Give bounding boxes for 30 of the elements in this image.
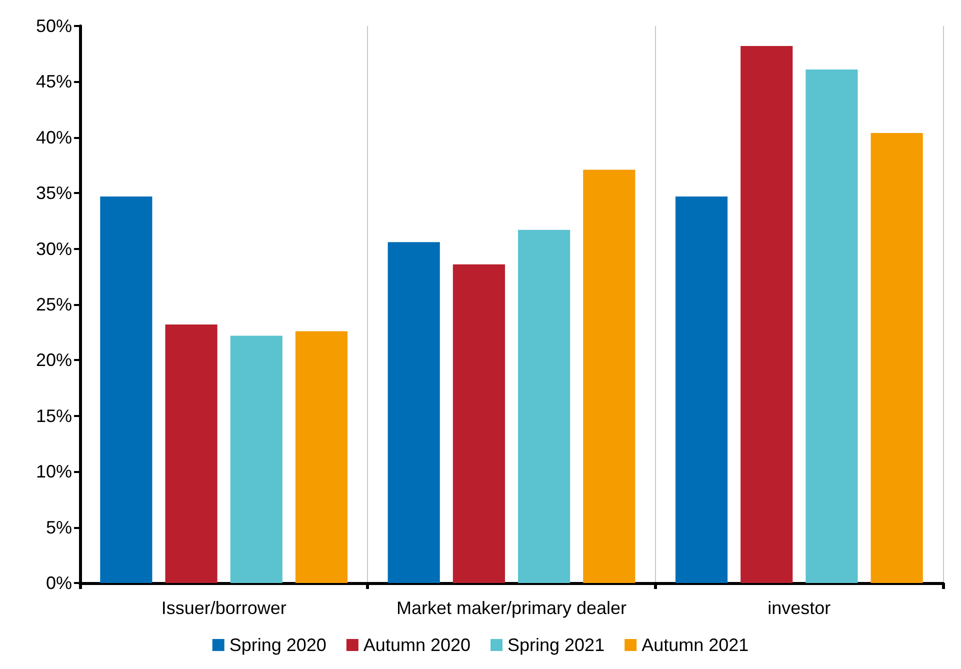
y-tick-label: 0% — [46, 573, 72, 593]
bar — [230, 336, 282, 583]
y-tick-label: 10% — [36, 462, 72, 482]
y-tick-label: 40% — [36, 127, 72, 148]
bar — [740, 46, 793, 583]
y-tick-label: 15% — [36, 406, 72, 426]
x-tick-label: Issuer/borrower — [161, 598, 286, 618]
bar — [583, 170, 636, 583]
y-tick-label: 50% — [36, 16, 72, 36]
bar — [452, 264, 505, 583]
x-tick-label: investor — [768, 598, 831, 618]
legend-label: Autumn 2020 — [363, 635, 470, 655]
legend-label: Spring 2020 — [229, 635, 326, 655]
bar — [870, 132, 923, 583]
bar — [675, 196, 728, 583]
y-tick-label: 20% — [36, 350, 72, 370]
bar — [388, 242, 440, 583]
legend-label: Spring 2021 — [508, 635, 605, 655]
bar — [165, 324, 218, 583]
bar — [295, 331, 348, 583]
x-tick-label: Market maker/primary dealer — [396, 598, 627, 618]
bar — [806, 69, 858, 583]
y-tick-label: 35% — [36, 183, 72, 204]
bar — [100, 196, 152, 583]
y-tick-label: 30% — [36, 238, 72, 259]
y-tick-label: 25% — [36, 294, 72, 314]
bar — [518, 230, 570, 583]
legend-label: Autumn 2021 — [642, 635, 749, 655]
y-tick-label: 5% — [46, 517, 72, 538]
y-tick-label: 45% — [36, 72, 72, 92]
